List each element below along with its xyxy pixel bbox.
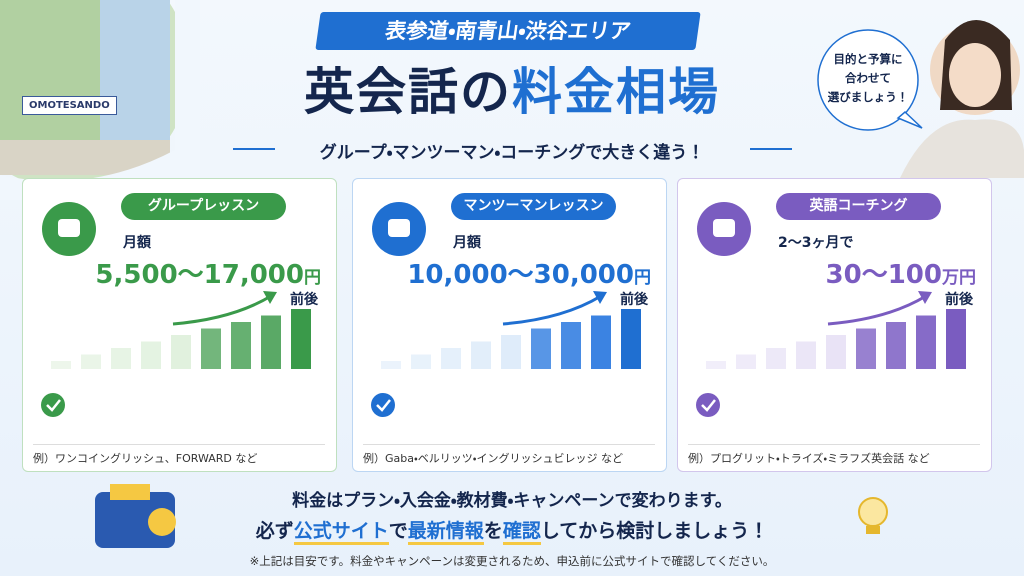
check-mark: [46, 399, 61, 412]
card-label: マンツーマンレッスン: [451, 193, 616, 220]
footer-highlight: 確認: [502, 520, 541, 545]
footer-line: 料金はプラン・入会金・教材費・キャンペーンで変わります。: [292, 491, 732, 511]
photo-sign: OMOTESANDO: [22, 96, 117, 115]
decor-bar: [261, 315, 281, 369]
price-card: 会話力をしっかり伸ばしたい方や、 ビジネス英語におすすめ マンツーマンレッスン 月額 1…: [352, 178, 667, 472]
footer-text: で: [388, 520, 408, 542]
icon-glyph: [388, 219, 410, 237]
card-label: グループレッスン: [121, 193, 286, 220]
speech-bubble: 目的と予算に 合わせて 選びましょう！: [826, 50, 910, 107]
icon-glyph: [58, 219, 80, 237]
decor-bar: [916, 315, 936, 369]
decor-bar: [766, 348, 786, 369]
decor-bar: [591, 315, 611, 369]
divider: [33, 444, 325, 445]
decor-bar: [411, 354, 431, 369]
decor-bar: [291, 309, 311, 369]
price: 30〜100万円: [678, 254, 976, 291]
price-prefix: 2〜3ヶ月で: [778, 235, 854, 251]
arrow-head: [918, 291, 932, 304]
examples: 例）プログリット・トライズ・ミラフズ英会話 など: [688, 452, 930, 465]
decor-bar: [621, 309, 641, 369]
footer-highlight: 最新情報: [407, 520, 484, 545]
footer-text: してから検討しましょう！: [540, 520, 769, 542]
title-text: 英会話の: [304, 63, 512, 121]
price-unit: 万円: [942, 268, 976, 288]
trend-arrow: [827, 294, 927, 326]
footnote: ※上記は目安です。料金やキャンペーンは変更されるため、申込前に公式サイトで確認し…: [249, 554, 775, 568]
price-card: 短期集中で結果を出したい方、 外資転職・TOEIC対策におすすめ 英語コーチング 2〜…: [677, 178, 992, 472]
decor-bar: [381, 361, 401, 369]
card-graphics: [371, 202, 641, 417]
decor-bar: [501, 335, 521, 369]
price-unit: 円: [304, 268, 321, 288]
main-title: 英会話の料金相場: [180, 52, 844, 124]
check-icon: [371, 393, 395, 417]
price-prefix: 月額: [453, 235, 481, 251]
footer-line: 必ず公式サイトで最新情報を確認してから検討しましょう！: [170, 516, 854, 545]
divider: [688, 444, 980, 445]
price: 5,500〜17,000円: [23, 254, 321, 291]
arrow-head: [593, 291, 607, 304]
price-value: 30〜100: [825, 260, 942, 290]
footer-text: を: [483, 520, 503, 542]
bubble-line: 選びましょう！: [827, 90, 909, 104]
price-suffix: 前後: [620, 292, 648, 308]
bubble-line: 合わせて: [845, 71, 891, 85]
subtitle: グループ・マンツーマン・コーチングで大きく違う！: [319, 143, 705, 163]
card-graphics: [696, 202, 966, 417]
trend-arrow: [172, 294, 272, 326]
decor-bar: [51, 361, 71, 369]
price-unit: 円: [634, 268, 651, 288]
price-suffix: 前後: [290, 292, 318, 308]
price-prefix: 月額: [123, 235, 151, 251]
title-highlight: 料金相場: [512, 63, 720, 121]
price-card: 費用を抑えて、気軽に英会話を 始めたい方におすすめ グループレッスン 月額 5,500〜…: [22, 178, 337, 472]
trend-arrow: [502, 294, 602, 326]
decor-bar: [471, 341, 491, 369]
arrow-head: [263, 291, 277, 304]
decor-bar: [81, 354, 101, 369]
decor-bar: [856, 328, 876, 369]
card-graphics: [41, 202, 311, 417]
decor-bar: [171, 335, 191, 369]
decor-bar: [441, 348, 461, 369]
check-mark: [376, 399, 391, 412]
divider: [363, 444, 655, 445]
price-value: 10,000〜30,000: [407, 260, 634, 290]
bubble-line: 目的と予算に: [833, 52, 903, 66]
check-icon: [41, 393, 65, 417]
decor-bar: [826, 335, 846, 369]
price: 10,000〜30,000円: [353, 254, 651, 291]
check-icon: [696, 393, 720, 417]
footer-text: 必ず: [255, 520, 294, 542]
decor-bar: [796, 341, 816, 369]
examples: 例）ワンコイングリッシュ、FORWARD など: [33, 452, 258, 465]
card-label: 英語コーチング: [776, 193, 941, 220]
area-banner: 表参道・南青山・渋谷エリア: [315, 12, 701, 50]
decor-bar: [231, 322, 251, 369]
decor-bar: [736, 354, 756, 369]
decor-bar: [946, 309, 966, 369]
decor-bar: [141, 341, 161, 369]
price-suffix: 前後: [945, 292, 973, 308]
decor-bar: [111, 348, 131, 369]
examples: 例）Gaba・ベルリッツ・イングリッシュビレッジ など: [363, 452, 623, 465]
price-value: 5,500〜17,000: [95, 260, 304, 290]
footer-highlight: 公式サイト: [293, 520, 389, 545]
icon-glyph: [713, 219, 735, 237]
decor-bar: [886, 322, 906, 369]
decor-bar: [561, 322, 581, 369]
decor-bar: [531, 328, 551, 369]
decor-bar: [201, 328, 221, 369]
check-mark: [701, 399, 716, 412]
decor-bar: [706, 361, 726, 369]
